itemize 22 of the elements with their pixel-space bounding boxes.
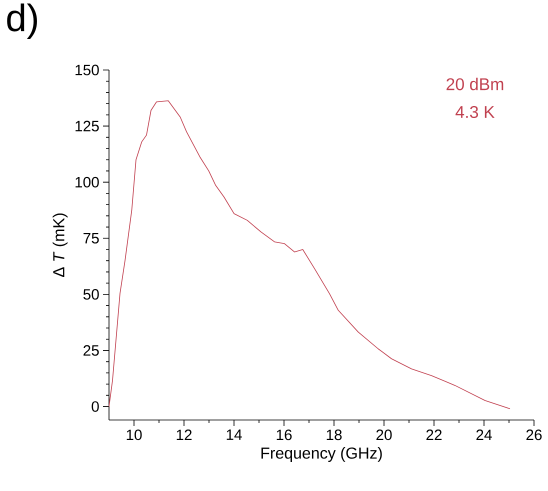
y-tick-label: 100 [76, 176, 99, 188]
x-tick-label: 14 [226, 430, 242, 440]
y-tick-label: 75 [84, 233, 99, 244]
y-tick-label: 0 [92, 401, 99, 412]
x-tick-label: 20 [376, 430, 392, 440]
text: d) [7, 4, 37, 39]
x-tick-label: 10 [126, 430, 142, 440]
annotation: 4.3 K [456, 106, 495, 118]
y-tick-label: 25 [84, 345, 99, 356]
x-axis-title: Frequency (GHz) [261, 447, 382, 462]
y-tick-label: 150 [76, 64, 99, 76]
y-axis-title: Δ T (mK) [52, 214, 68, 278]
x-tick-label: 26 [526, 430, 542, 440]
x-tick-label: 12 [176, 430, 192, 440]
x-tick-label: 16 [276, 430, 292, 440]
y-tick-label: 125 [76, 120, 99, 132]
x-tick-label: 18 [326, 430, 342, 440]
annotation: 20 dBm [446, 78, 504, 90]
x-tick-label: 24 [476, 430, 492, 440]
y-tick-label: 50 [83, 289, 99, 300]
line-series [108, 100, 510, 410]
x-tick-label: 22 [426, 430, 442, 440]
